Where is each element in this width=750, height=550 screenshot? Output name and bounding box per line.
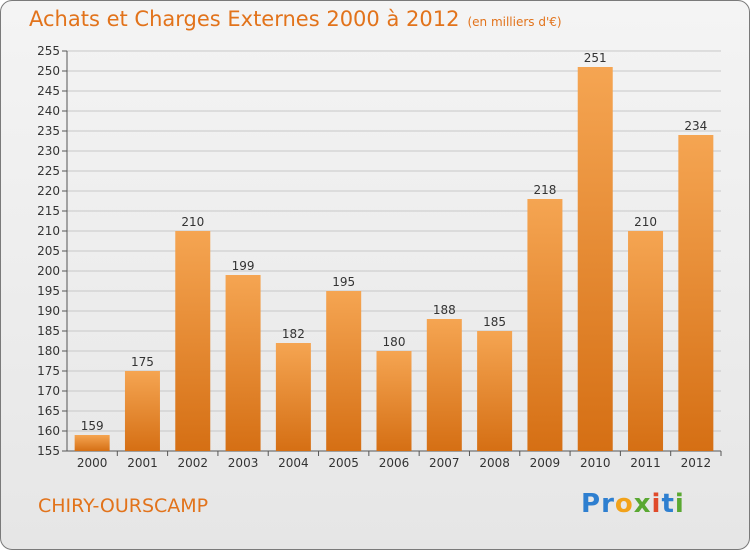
bar	[477, 331, 513, 451]
y-tick-label: 175	[37, 364, 60, 378]
bar	[527, 199, 563, 451]
bar	[678, 135, 714, 451]
y-tick-label: 255	[37, 44, 60, 58]
x-tick-label: 2005	[328, 456, 359, 470]
y-tick-label: 210	[37, 224, 60, 238]
x-tick-label: 2010	[580, 456, 611, 470]
x-tick-label: 2008	[479, 456, 510, 470]
bar	[74, 435, 110, 451]
x-tick-label: 2003	[228, 456, 259, 470]
data-label: 182	[282, 327, 305, 341]
y-tick-label: 165	[37, 404, 60, 418]
logo-letter: r	[601, 489, 615, 519]
labels: 155 160 165 170 175 180 185 190 195 200 205 210 215 2…	[37, 44, 711, 470]
logo-letter: P	[581, 489, 602, 519]
logo-letter: o	[614, 489, 634, 519]
data-label: 218	[533, 183, 556, 197]
y-tick-label: 185	[37, 324, 60, 338]
y-tick-label: 230	[37, 144, 60, 158]
x-tick-label: 2000	[77, 456, 108, 470]
y-tick-label: 160	[37, 424, 60, 438]
y-tick-label: 195	[37, 284, 60, 298]
data-label: 234	[684, 119, 707, 133]
data-label: 180	[383, 335, 406, 349]
x-tick-label: 2011	[630, 456, 661, 470]
commune-name: CHIRY-OURSCAMP	[38, 495, 209, 517]
bars	[74, 67, 714, 451]
x-tick-label: 2012	[681, 456, 712, 470]
y-tick-label: 235	[37, 124, 60, 138]
y-tick-label: 170	[37, 384, 60, 398]
bar	[628, 231, 664, 451]
data-label: 188	[433, 303, 456, 317]
y-tick-label: 220	[37, 184, 60, 198]
y-tick-label: 155	[37, 444, 60, 458]
bar	[376, 351, 412, 451]
y-tick-label: 205	[37, 244, 60, 258]
proxiti-logo: Proxiti	[581, 489, 685, 519]
data-label: 159	[81, 419, 104, 433]
bar	[275, 343, 311, 451]
x-tick-label: 2009	[530, 456, 561, 470]
y-tick-label: 200	[37, 264, 60, 278]
chart-title: Achats et Charges Externes 2000 à 2012 (e…	[29, 7, 562, 31]
y-tick-label: 215	[37, 204, 60, 218]
x-tick-label: 2002	[177, 456, 208, 470]
x-tick-label: 2006	[379, 456, 410, 470]
bar	[326, 291, 362, 451]
data-label: 251	[584, 51, 607, 65]
x-tick-label: 2001	[127, 456, 158, 470]
data-label: 210	[181, 215, 204, 229]
data-label: 199	[232, 259, 255, 273]
bar	[175, 231, 211, 451]
logo-letter: i	[651, 489, 662, 519]
y-tick-label: 180	[37, 344, 60, 358]
bar	[577, 67, 613, 451]
logo-letter: x	[633, 489, 652, 519]
data-label: 185	[483, 315, 506, 329]
data-label: 195	[332, 275, 355, 289]
chart-title-text: Achats et Charges Externes 2000 à 2012	[29, 7, 460, 31]
data-label: 210	[634, 215, 657, 229]
x-tick-label: 2004	[278, 456, 309, 470]
bar	[124, 371, 160, 451]
bar	[426, 319, 462, 451]
chart-unit: (en milliers d'€)	[467, 15, 562, 29]
y-tick-label: 245	[37, 84, 60, 98]
logo-letter: i	[674, 489, 685, 519]
y-tick-label: 250	[37, 64, 60, 78]
y-tick-label: 240	[37, 104, 60, 118]
y-tick-label: 190	[37, 304, 60, 318]
y-tick-label: 225	[37, 164, 60, 178]
data-label: 175	[131, 355, 154, 369]
bar	[225, 275, 261, 451]
logo-letter: t	[661, 489, 675, 519]
x-tick-label: 2007	[429, 456, 460, 470]
